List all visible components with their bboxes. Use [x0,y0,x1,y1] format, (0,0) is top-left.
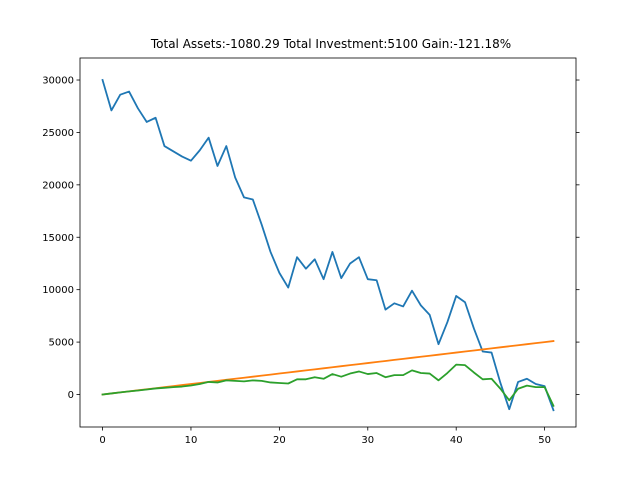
y-tick-label: 30000 [42,76,74,87]
series-line-2 [101,340,555,396]
y-tick-label: 15000 [42,233,74,244]
series-line-1 [101,78,555,412]
y-axis: 0 5000 10000 15000 20000 25000 30000 [42,76,580,401]
x-tick-label: 20 [273,435,286,446]
plot-frame [79,57,577,428]
y-tick-label: 0 [68,390,74,401]
x-tick-label: 10 [185,435,198,446]
y-tick-label: 25000 [42,128,74,139]
x-tick-label: 40 [450,435,463,446]
y-tick-label: 5000 [49,338,74,349]
x-axis: 0 10 20 30 40 50 [99,427,551,446]
chart-title: Total Assets:-1080.29 Total Investment:5… [150,37,511,51]
x-tick-label: 30 [361,435,374,446]
series-line-3 [101,363,555,408]
plot-lines [101,78,555,412]
x-tick-label: 50 [538,435,551,446]
y-tick-label: 10000 [42,285,74,296]
x-tick-label: 0 [99,435,105,446]
y-tick-label: 20000 [42,180,74,191]
